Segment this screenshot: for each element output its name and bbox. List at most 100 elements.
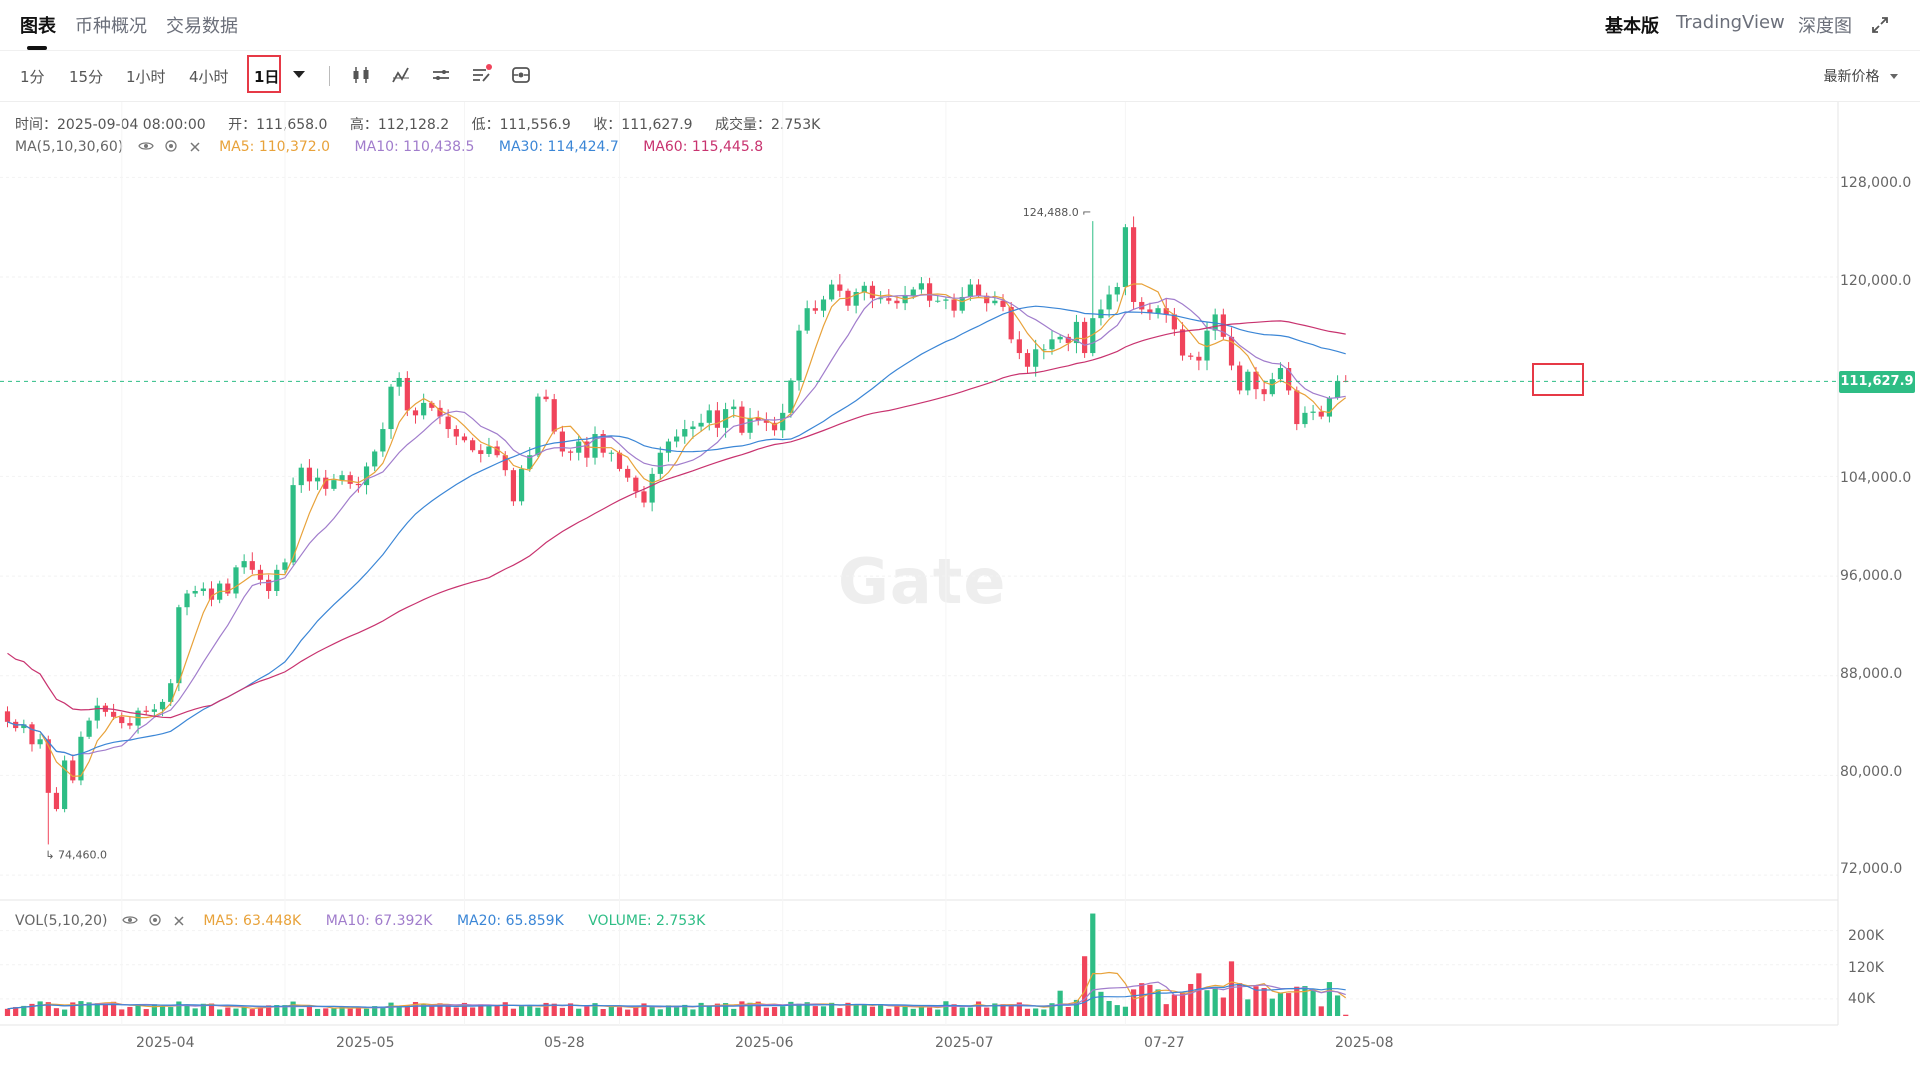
candle-body bbox=[1261, 389, 1267, 395]
price-ma60-value: MA60: 115,445.8 bbox=[643, 139, 764, 155]
ohlc-high: 高：112,128.2 bbox=[349, 117, 450, 133]
candle-body bbox=[820, 299, 827, 311]
candle-body bbox=[625, 468, 631, 478]
volume-gear-icon[interactable] bbox=[148, 913, 162, 927]
compare-icon[interactable] bbox=[510, 64, 532, 86]
tab-coin-overview[interactable]: 币种概况 bbox=[75, 16, 147, 37]
eye-icon[interactable] bbox=[138, 139, 154, 153]
candle-body bbox=[878, 298, 884, 300]
volume-bar bbox=[820, 1006, 827, 1016]
gear-icon[interactable] bbox=[164, 139, 178, 153]
volume-ma5-value: MA5: 63.448K bbox=[203, 913, 302, 929]
interval-15m[interactable]: 15分 bbox=[69, 68, 104, 86]
volume-bar bbox=[584, 1005, 590, 1016]
candle-body bbox=[935, 300, 941, 302]
volume-bar bbox=[53, 1008, 60, 1016]
volume-bar bbox=[975, 1001, 982, 1016]
interval-dropdown-icon[interactable] bbox=[293, 71, 305, 78]
candle-body bbox=[674, 436, 680, 442]
candle-body bbox=[984, 295, 990, 304]
candle-body bbox=[853, 292, 859, 306]
active-tab-indicator bbox=[27, 46, 47, 50]
volume-bar bbox=[1334, 995, 1341, 1016]
volume-bar bbox=[331, 1008, 337, 1016]
tab-trading-data[interactable]: 交易数据 bbox=[166, 16, 238, 37]
volume-bar bbox=[314, 1008, 321, 1016]
volume-bar bbox=[910, 1008, 916, 1016]
candle-body bbox=[992, 300, 998, 304]
gate-watermark: Gate bbox=[838, 545, 1006, 618]
volume-bar bbox=[698, 1002, 704, 1016]
volume-bar bbox=[143, 1009, 149, 1016]
ohlc-close: 收：111,627.9 bbox=[593, 117, 693, 133]
volume-bar bbox=[559, 1007, 565, 1016]
candle-body bbox=[1269, 379, 1275, 395]
volume-bar bbox=[1269, 998, 1275, 1016]
volume-bar bbox=[404, 1005, 410, 1016]
volume-bar bbox=[616, 1007, 623, 1016]
volume-bar bbox=[845, 1002, 851, 1016]
volume-bar bbox=[208, 1003, 215, 1016]
volume-bar bbox=[1220, 997, 1226, 1016]
price-type-select[interactable]: 最新价格 bbox=[1824, 66, 1898, 86]
candle-body bbox=[943, 299, 949, 301]
tab-tradingview[interactable]: TradingView bbox=[1676, 12, 1785, 33]
candle-body bbox=[282, 562, 288, 570]
volume-bar bbox=[437, 1003, 443, 1016]
candle-body bbox=[894, 300, 900, 304]
candlestick-chart[interactable]: 124,488.0 ⌐ ↳ 74,460.0 bbox=[0, 102, 1920, 1032]
volume-bar bbox=[984, 1007, 990, 1016]
volume-bar bbox=[1122, 1006, 1129, 1016]
toolbar-divider bbox=[329, 66, 330, 86]
tab-chart[interactable]: 图表 bbox=[20, 16, 56, 37]
candle-body bbox=[910, 289, 916, 296]
interval-4h[interactable]: 4小时 bbox=[189, 68, 229, 86]
candle-body bbox=[37, 739, 43, 745]
volume-bar bbox=[86, 1002, 92, 1016]
candle-body bbox=[1245, 371, 1251, 391]
volume-bar bbox=[739, 1001, 745, 1016]
volume-bar bbox=[470, 1007, 476, 1016]
price-type-caret-icon bbox=[1890, 74, 1898, 79]
candle-body bbox=[241, 561, 247, 568]
volume-bar bbox=[1114, 1005, 1120, 1016]
volume-bar bbox=[625, 1009, 631, 1016]
volume-eye-icon[interactable] bbox=[122, 913, 138, 927]
interval-1d[interactable]: 1日 bbox=[254, 68, 280, 86]
candle-body bbox=[918, 283, 925, 290]
candle-body bbox=[551, 399, 557, 432]
low-price-marker: ↳ 74,460.0 bbox=[45, 848, 107, 861]
candle-body bbox=[886, 298, 892, 301]
candle-body bbox=[837, 284, 843, 291]
candle-type-icon[interactable] bbox=[350, 64, 372, 86]
volume-bar bbox=[926, 1007, 933, 1016]
volume-bar bbox=[1343, 1014, 1349, 1016]
candle-body bbox=[461, 436, 468, 441]
interval-1h[interactable]: 1小时 bbox=[126, 68, 166, 86]
tab-depth-chart[interactable]: 深度图 bbox=[1798, 16, 1852, 37]
fullscreen-icon[interactable] bbox=[1870, 15, 1890, 35]
candle-body bbox=[649, 473, 655, 503]
candle-body bbox=[592, 434, 598, 458]
settings-icon[interactable] bbox=[430, 64, 452, 86]
volume-legend-label: VOL(5,10,20) bbox=[15, 913, 108, 929]
candle-body bbox=[1310, 411, 1316, 413]
volume-bar bbox=[217, 1009, 223, 1016]
candle-body bbox=[412, 410, 419, 416]
candle-body bbox=[1334, 380, 1341, 398]
price-axis-label: 80,000.0 bbox=[1840, 764, 1903, 780]
close-icon[interactable] bbox=[189, 141, 201, 153]
tab-basic-version[interactable]: 基本版 bbox=[1605, 16, 1659, 37]
candle-body bbox=[1016, 339, 1022, 354]
drawing-icon[interactable] bbox=[470, 64, 492, 86]
price-axis-label: 104,000.0 bbox=[1840, 470, 1912, 486]
volume-bar bbox=[747, 1002, 753, 1016]
volume-ma20-value: MA20: 65.859K bbox=[456, 913, 564, 929]
candle-body bbox=[1171, 314, 1177, 330]
candle-body bbox=[1228, 336, 1235, 366]
candle-body bbox=[747, 417, 753, 433]
volume-bar bbox=[266, 1005, 272, 1016]
indicator-icon[interactable] bbox=[390, 64, 412, 86]
volume-close-icon[interactable] bbox=[173, 915, 185, 927]
interval-1m[interactable]: 1分 bbox=[20, 68, 45, 86]
